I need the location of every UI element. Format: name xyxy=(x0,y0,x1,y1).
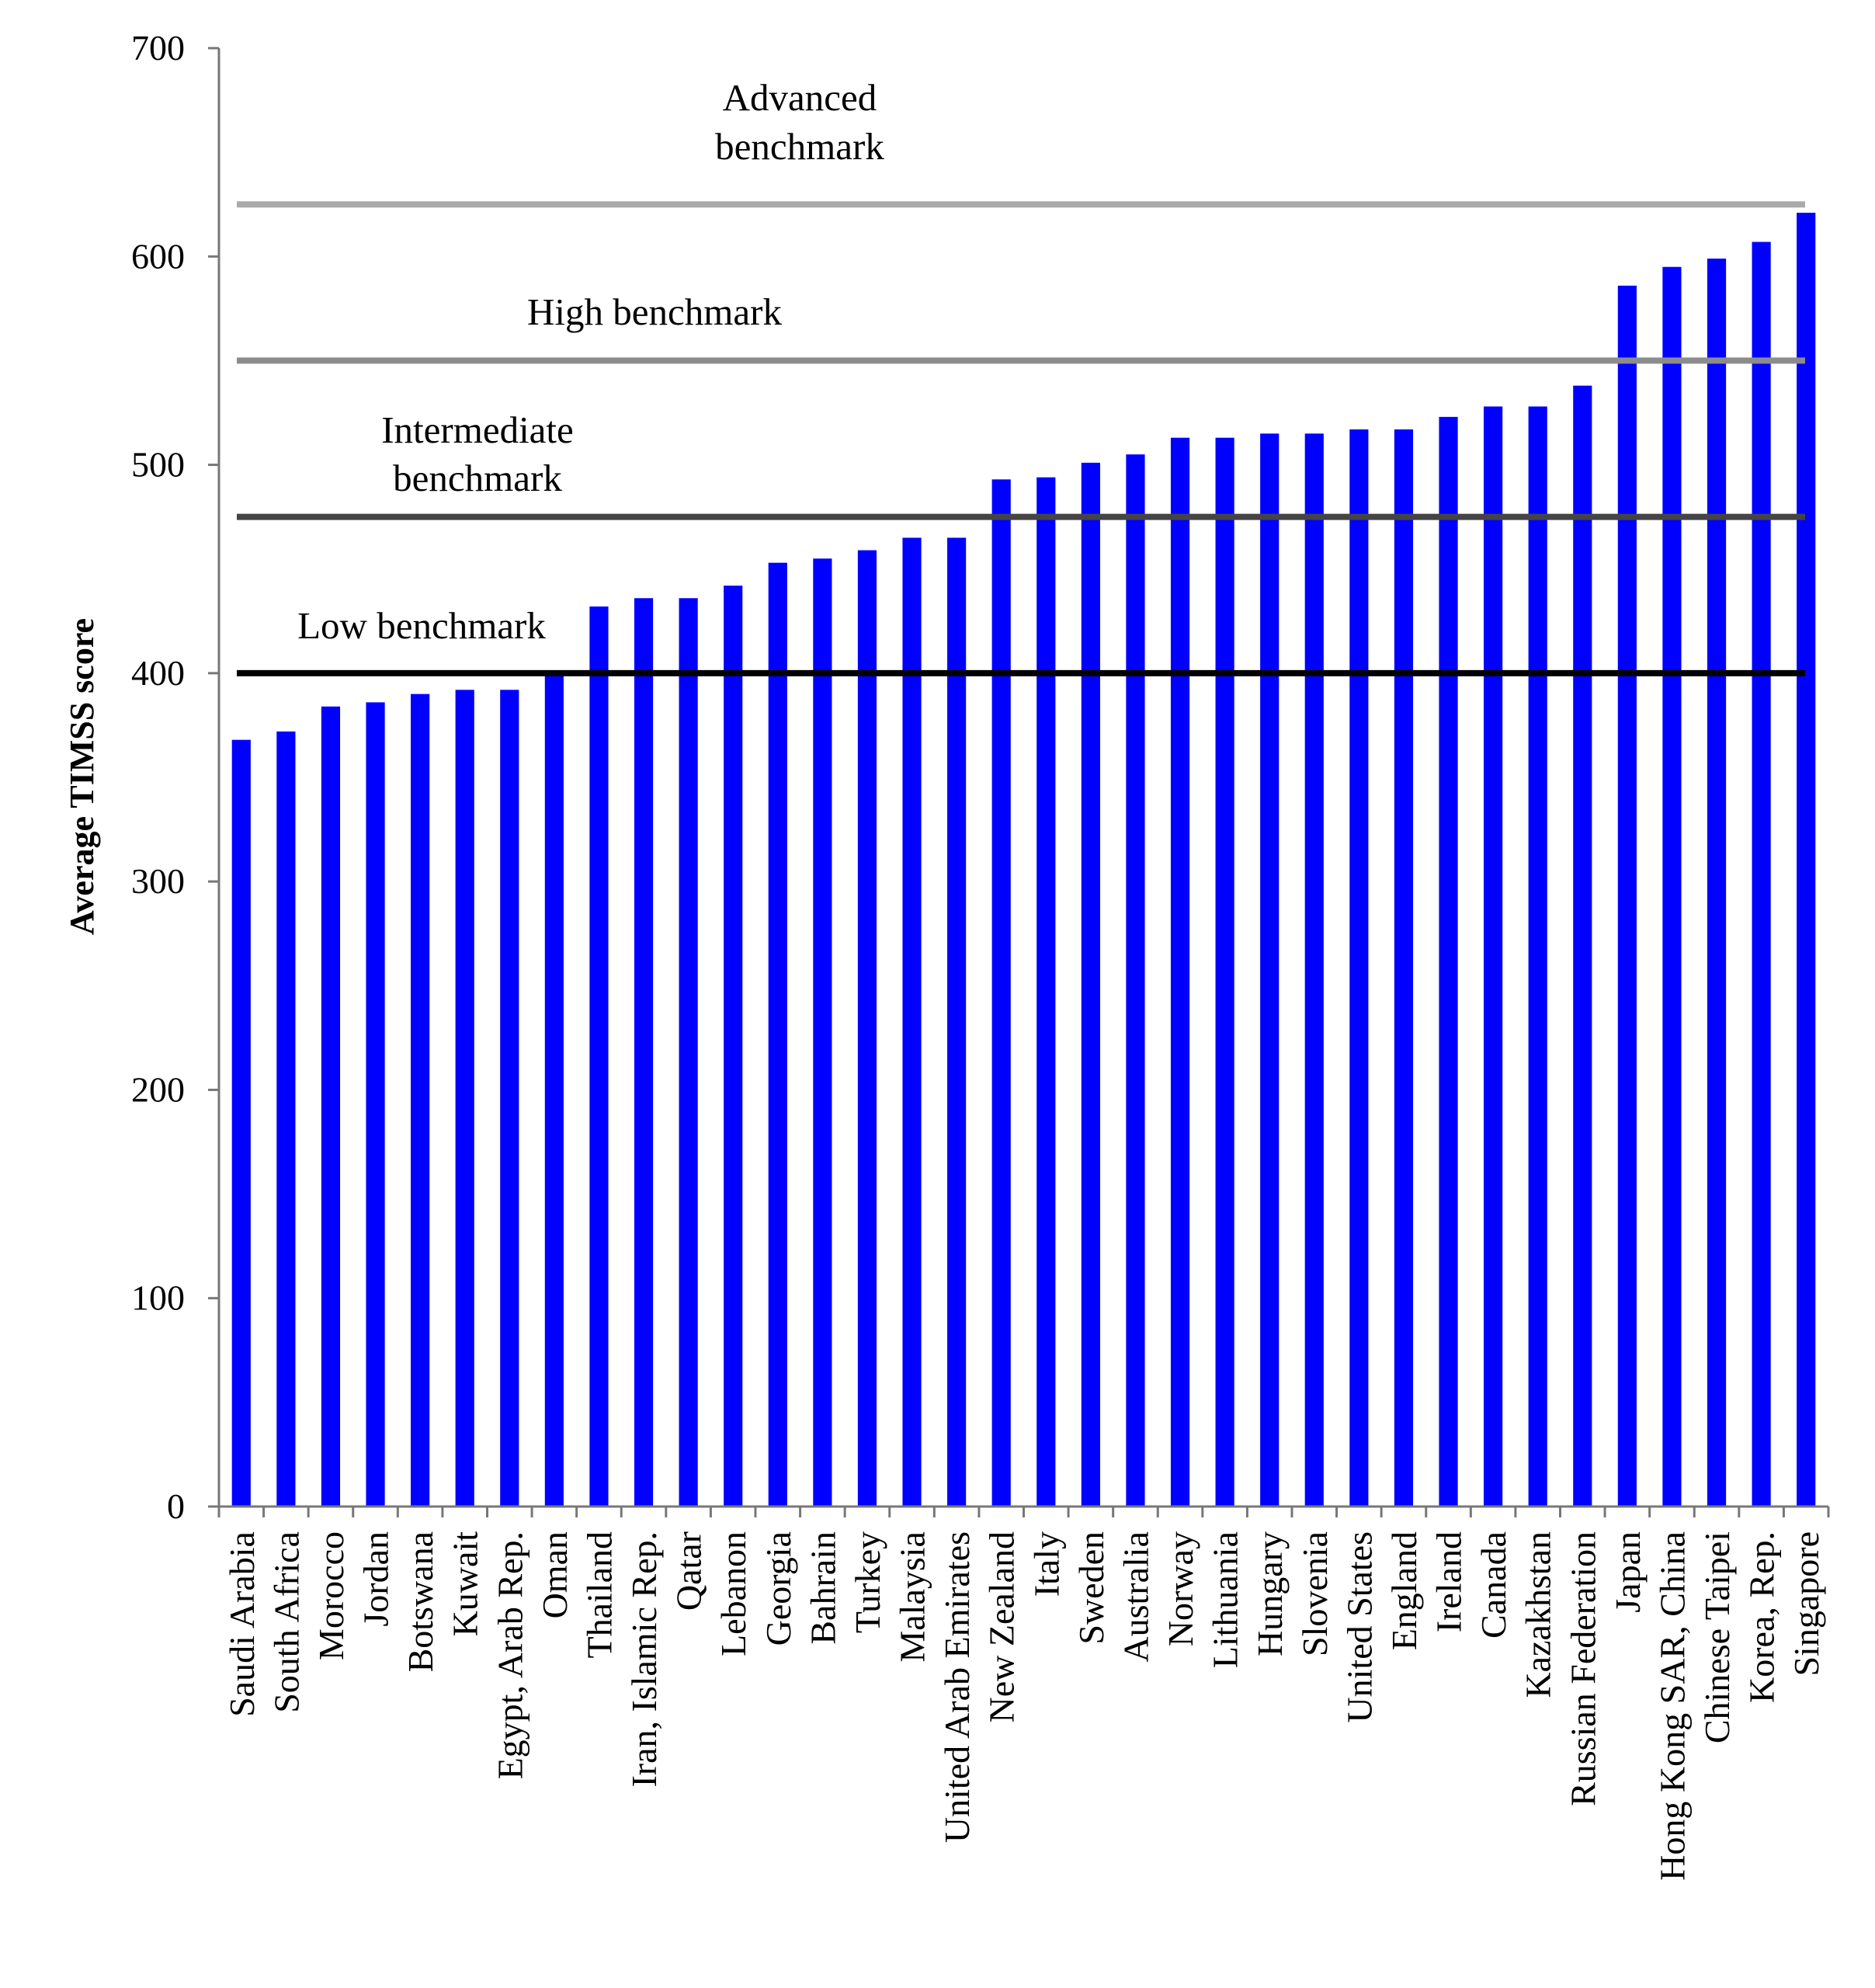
bar xyxy=(1349,429,1369,1507)
bar xyxy=(321,706,341,1507)
bar xyxy=(366,702,385,1507)
x-category-label: Sweden xyxy=(1071,1531,1111,1645)
x-ticks-group xyxy=(217,1507,1830,1517)
bars-group xyxy=(231,212,1816,1507)
x-category-label: Malaysia xyxy=(893,1531,932,1663)
bar xyxy=(1707,258,1727,1507)
bar xyxy=(679,598,698,1507)
bar xyxy=(411,693,430,1507)
y-tick-label: 500 xyxy=(131,445,185,485)
bar xyxy=(589,606,609,1507)
x-category-label: Canada xyxy=(1474,1531,1513,1639)
bar xyxy=(500,690,519,1507)
bar xyxy=(813,558,832,1507)
y-tick-label: 600 xyxy=(131,236,185,276)
x-category-label: Kuwait xyxy=(446,1531,485,1637)
benchmark-label: Advanced xyxy=(723,76,877,119)
y-tick-label: 400 xyxy=(131,653,185,693)
bar xyxy=(1126,454,1145,1507)
x-category-label: Singapore xyxy=(1786,1531,1826,1677)
bar xyxy=(1573,385,1592,1507)
x-category-label: Thailand xyxy=(579,1531,619,1659)
x-category-label: Australia xyxy=(1116,1531,1155,1663)
x-category-label: Jordan xyxy=(356,1531,396,1627)
bar xyxy=(902,537,922,1507)
bar xyxy=(1752,242,1771,1507)
bar xyxy=(1484,406,1503,1507)
x-category-label: Qatar xyxy=(669,1531,709,1611)
x-category-label: Japan xyxy=(1608,1531,1648,1613)
bar xyxy=(768,562,787,1507)
y-tick-label: 300 xyxy=(131,861,185,901)
x-category-label: Russian Federation xyxy=(1563,1531,1602,1806)
benchmark-label: benchmark xyxy=(715,125,884,168)
bar xyxy=(634,598,654,1507)
bar xyxy=(231,739,251,1507)
x-category-label: Morocco xyxy=(311,1531,351,1660)
x-category-label: United Arab Emirates xyxy=(937,1531,977,1843)
benchmark-label: High benchmark xyxy=(527,290,782,333)
bar xyxy=(1170,437,1190,1507)
x-category-label: Hungary xyxy=(1250,1531,1290,1656)
bar xyxy=(1081,462,1100,1507)
bar xyxy=(1662,266,1682,1507)
bar xyxy=(1394,429,1414,1507)
x-category-label: Lebanon xyxy=(714,1531,753,1656)
y-tick-label: 100 xyxy=(131,1278,185,1318)
bar xyxy=(276,731,296,1507)
y-axis-title: Average TIMSS score xyxy=(63,618,101,935)
x-category-label: Ireland xyxy=(1429,1531,1469,1632)
bar xyxy=(857,550,877,1507)
x-category-label: Saudi Arabia xyxy=(222,1531,262,1717)
bar xyxy=(544,673,564,1507)
x-category-label: United States xyxy=(1339,1531,1379,1723)
y-tick-label: 700 xyxy=(131,28,185,68)
x-category-label: Oman xyxy=(535,1531,575,1618)
bar xyxy=(724,586,743,1507)
x-category-label: South Africa xyxy=(266,1531,306,1713)
benchmark-label: Intermediate xyxy=(381,408,574,451)
x-category-label: Norway xyxy=(1161,1531,1200,1646)
x-category-label: Egypt, Arab Rep. xyxy=(490,1531,530,1779)
x-category-label: Slovenia xyxy=(1295,1531,1335,1656)
x-category-label: Italy xyxy=(1026,1531,1066,1597)
x-category-label: Hong Kong SAR, China xyxy=(1652,1531,1692,1881)
x-labels-group: Saudi Arabia South Africa Morocco Jordan Bot… xyxy=(222,1531,1826,1881)
x-category-label: Kazakhstan xyxy=(1519,1531,1558,1698)
benchmark-label: Low benchmark xyxy=(297,604,546,647)
benchmark-lines-group: Advanced benchmark High benchmark Intermedi… xyxy=(237,76,1805,676)
bar xyxy=(991,479,1011,1507)
bar xyxy=(1215,437,1234,1507)
x-category-label: Chinese Taipei xyxy=(1697,1531,1737,1743)
x-category-label: Lithuania xyxy=(1206,1531,1245,1668)
y-tick-label: 0 xyxy=(167,1486,185,1526)
bar xyxy=(1036,477,1056,1507)
bar xyxy=(1528,406,1547,1507)
y-ticks-group: 0 100 200 300 400 500 600 700 xyxy=(131,28,219,1526)
bar xyxy=(947,537,967,1507)
bar xyxy=(1797,212,1816,1507)
bar xyxy=(1304,433,1324,1507)
x-category-label: Bahrain xyxy=(803,1531,842,1645)
bar xyxy=(455,690,474,1507)
x-category-label: England xyxy=(1384,1531,1424,1650)
x-category-label: Botswana xyxy=(401,1531,440,1672)
bar xyxy=(1439,416,1458,1507)
bar xyxy=(1260,433,1280,1507)
x-category-label: Turkey xyxy=(848,1531,887,1633)
x-category-label: Korea, Rep. xyxy=(1742,1531,1782,1703)
bar xyxy=(1617,285,1637,1507)
y-tick-label: 200 xyxy=(131,1069,185,1109)
benchmark-label: benchmark xyxy=(393,457,562,499)
x-category-label: Iran, Islamic Rep. xyxy=(624,1531,664,1788)
x-category-label: Georgia xyxy=(759,1531,798,1646)
x-category-label: New Zealand xyxy=(982,1531,1022,1723)
